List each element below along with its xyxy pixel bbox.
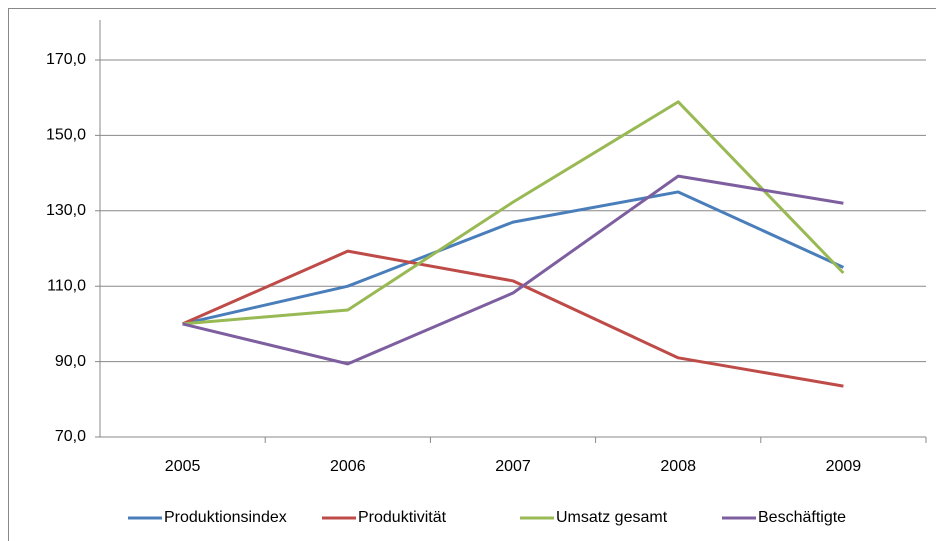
y-tick-label: 170,0 bbox=[46, 51, 86, 68]
y-tick-label: 130,0 bbox=[46, 202, 86, 219]
y-tick-label: 110,0 bbox=[47, 277, 86, 294]
series-line bbox=[181, 249, 844, 388]
series-line bbox=[182, 190, 845, 326]
series-line bbox=[182, 174, 844, 366]
x-tick-label: 2007 bbox=[495, 458, 531, 475]
x-tick-label: 2006 bbox=[330, 458, 366, 475]
legend-label: Produktivität bbox=[358, 509, 447, 526]
legend-label: Umsatz gesamt bbox=[556, 509, 668, 526]
legend-label: Produktionsindex bbox=[164, 509, 287, 526]
chart-border bbox=[8, 8, 936, 541]
x-tick-label: 2005 bbox=[165, 458, 201, 475]
y-tick-label: 150,0 bbox=[46, 127, 86, 144]
series-line bbox=[182, 100, 845, 326]
x-tick-label: 2008 bbox=[660, 458, 696, 475]
x-tick-label: 2009 bbox=[826, 458, 862, 475]
legend-label: Beschäftigte bbox=[758, 509, 846, 526]
y-tick-label: 90,0 bbox=[55, 353, 86, 370]
y-tick-label: 70,0 bbox=[55, 428, 86, 445]
